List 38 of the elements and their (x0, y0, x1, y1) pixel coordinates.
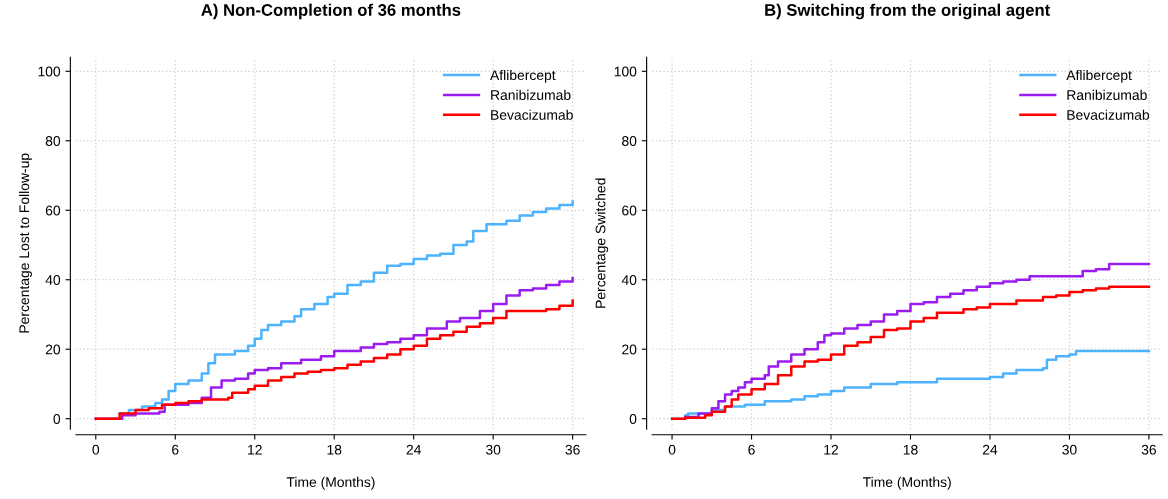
y-tick-label: 80 (45, 136, 61, 146)
legend-label: Bevacizumab (1067, 109, 1150, 120)
y-tick-label: 40 (621, 275, 637, 285)
y-axis-title: Percentage Lost to Follow-up (18, 153, 32, 333)
legend-label: Bevacizumab (491, 109, 573, 120)
x-tick-label: 6 (172, 444, 179, 455)
chart-title: B) Switching from the original agent (765, 3, 1051, 20)
legend-label: Aflibercept (1066, 69, 1132, 83)
x-tick-label: 18 (903, 444, 918, 455)
chart-title: A) Non-Completion of 36 months (201, 3, 461, 20)
x-tick-label: 0 (92, 444, 100, 455)
y-tick-label: 0 (629, 414, 637, 424)
y-tick-label: 100 (38, 66, 61, 77)
y-tick-label: 60 (45, 205, 61, 216)
y-tick-label: 20 (45, 344, 61, 355)
x-axis-title: Time (Months) (286, 476, 375, 490)
legend-label: Aflibercept (490, 69, 556, 83)
y-tick-label: 20 (622, 344, 637, 355)
legend-label: Ranibizumab (491, 89, 571, 100)
x-tick-label: 12 (824, 444, 839, 455)
x-tick-label: 30 (485, 444, 501, 455)
y-tick-label: 80 (622, 136, 637, 146)
legend-label: Ranibizumab (1067, 89, 1147, 100)
y-tick-label: 0 (53, 414, 61, 424)
x-tick-label: 12 (248, 444, 262, 455)
x-tick-label: 36 (565, 444, 580, 455)
x-tick-label: 6 (748, 444, 755, 455)
x-axis-title: Time (Months) (862, 476, 951, 490)
x-tick-label: 30 (1062, 444, 1077, 455)
y-tick-label: 100 (614, 66, 637, 77)
x-tick-label: 18 (327, 444, 342, 455)
x-tick-label: 24 (982, 444, 998, 455)
x-tick-label: 36 (1141, 444, 1157, 455)
x-tick-label: 24 (406, 444, 422, 455)
x-tick-label: 0 (668, 444, 676, 455)
y-tick-label: 40 (45, 275, 61, 285)
y-axis-title: Percentage Switched (595, 178, 609, 308)
y-tick-label: 60 (622, 205, 637, 216)
